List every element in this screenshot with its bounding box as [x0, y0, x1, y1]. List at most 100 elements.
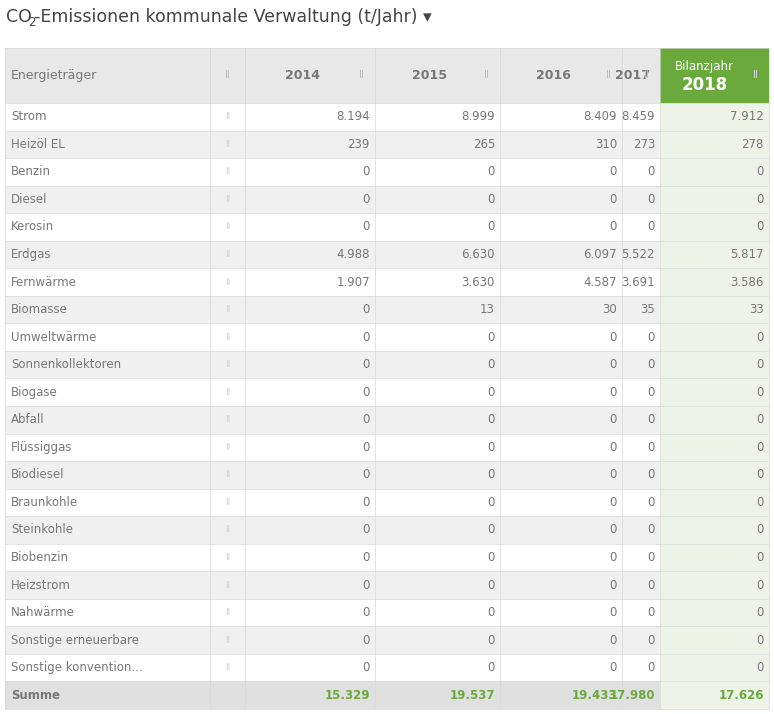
Text: 0: 0 — [488, 496, 495, 509]
Bar — [5, 103, 210, 131]
Bar — [500, 654, 622, 681]
Bar — [375, 213, 500, 241]
Bar — [375, 544, 500, 571]
Text: Nahwärme: Nahwärme — [11, 606, 75, 619]
Text: Diesel: Diesel — [11, 193, 47, 206]
Text: 0: 0 — [363, 193, 370, 206]
Text: 0: 0 — [757, 523, 764, 536]
Text: Braunkohle: Braunkohle — [11, 496, 78, 509]
Text: Heizstrom: Heizstrom — [11, 578, 71, 591]
Text: 0: 0 — [648, 386, 655, 398]
Bar — [5, 626, 210, 654]
Text: 0: 0 — [488, 633, 495, 647]
Bar — [375, 488, 500, 516]
Bar — [622, 158, 660, 186]
Text: 8.999: 8.999 — [461, 110, 495, 124]
Bar — [622, 433, 660, 461]
Bar — [660, 351, 769, 378]
Text: 0: 0 — [648, 358, 655, 371]
Text: 0: 0 — [610, 413, 617, 426]
Text: 0: 0 — [363, 331, 370, 343]
Text: 8.194: 8.194 — [337, 110, 370, 124]
Text: 3.586: 3.586 — [731, 276, 764, 288]
Bar — [245, 571, 375, 599]
Bar — [660, 488, 769, 516]
Bar — [660, 48, 769, 103]
Text: Strom: Strom — [11, 110, 46, 124]
Text: Ⅱ: Ⅱ — [225, 333, 230, 341]
Text: 0: 0 — [757, 496, 764, 509]
Text: 0: 0 — [363, 578, 370, 591]
Bar — [660, 516, 769, 544]
Bar — [245, 268, 375, 296]
Bar — [210, 599, 245, 626]
Text: 278: 278 — [741, 138, 764, 151]
Text: Ⅱ: Ⅱ — [225, 71, 230, 81]
Text: 0: 0 — [610, 523, 617, 536]
Bar — [622, 626, 660, 654]
Bar — [5, 378, 210, 406]
Text: 0: 0 — [610, 331, 617, 343]
Bar — [375, 406, 500, 433]
Text: Ⅱ: Ⅱ — [225, 223, 230, 231]
Text: 30: 30 — [602, 303, 617, 316]
Bar — [660, 654, 769, 681]
Bar — [622, 406, 660, 433]
Bar — [375, 323, 500, 351]
Bar — [245, 296, 375, 323]
Text: Ⅱ: Ⅱ — [225, 278, 230, 286]
Text: 0: 0 — [363, 441, 370, 454]
Text: 265: 265 — [473, 138, 495, 151]
Text: 19.433: 19.433 — [571, 689, 617, 702]
Bar — [500, 158, 622, 186]
Bar — [245, 186, 375, 213]
Bar — [375, 241, 500, 268]
Text: Kerosin: Kerosin — [11, 221, 54, 233]
Text: 0: 0 — [610, 551, 617, 564]
Bar — [245, 488, 375, 516]
Bar — [500, 488, 622, 516]
Text: 2014: 2014 — [285, 69, 320, 82]
Bar — [210, 48, 245, 103]
Text: 0: 0 — [757, 193, 764, 206]
Text: Erdgas: Erdgas — [11, 248, 52, 261]
Text: 0: 0 — [363, 303, 370, 316]
Text: Bilanzjahr: Bilanzjahr — [675, 60, 734, 73]
Bar — [210, 433, 245, 461]
Bar — [5, 433, 210, 461]
Bar — [660, 433, 769, 461]
Text: 4.587: 4.587 — [584, 276, 617, 288]
Text: 8.409: 8.409 — [584, 110, 617, 124]
Text: 0: 0 — [757, 578, 764, 591]
Text: 0: 0 — [488, 578, 495, 591]
Bar — [660, 378, 769, 406]
Bar — [210, 103, 245, 131]
Bar — [622, 213, 660, 241]
Text: 3.630: 3.630 — [461, 276, 495, 288]
Text: 0: 0 — [757, 633, 764, 647]
Bar — [622, 599, 660, 626]
Bar — [245, 323, 375, 351]
Bar — [5, 654, 210, 681]
Bar — [210, 516, 245, 544]
Text: Ⅱ: Ⅱ — [358, 71, 364, 81]
Bar — [500, 406, 622, 433]
Bar — [375, 103, 500, 131]
Bar — [245, 599, 375, 626]
Text: 0: 0 — [363, 551, 370, 564]
Bar — [5, 48, 210, 103]
Text: 0: 0 — [610, 386, 617, 398]
Text: 0: 0 — [488, 331, 495, 343]
Text: Ⅱ: Ⅱ — [225, 250, 230, 259]
Bar — [660, 626, 769, 654]
Text: Biobenzin: Biobenzin — [11, 551, 69, 564]
Bar — [500, 186, 622, 213]
Bar — [245, 351, 375, 378]
Text: 0: 0 — [488, 441, 495, 454]
Text: Biogase: Biogase — [11, 386, 58, 398]
Text: 310: 310 — [594, 138, 617, 151]
Text: 2016: 2016 — [536, 69, 570, 82]
Bar — [210, 296, 245, 323]
Bar — [210, 406, 245, 433]
Text: 0: 0 — [757, 551, 764, 564]
